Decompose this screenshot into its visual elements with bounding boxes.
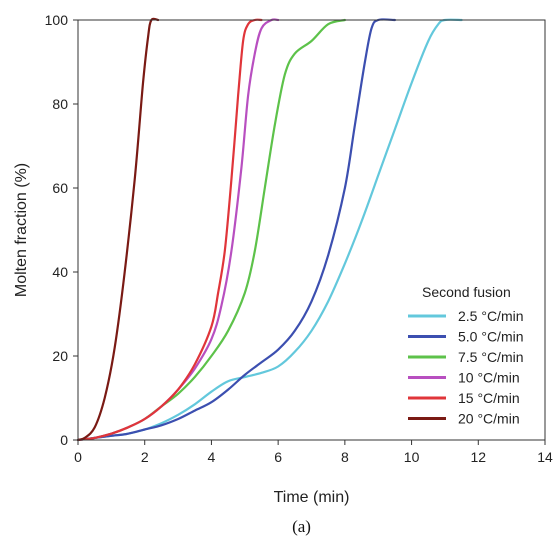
y-tick-label: 0 [60,432,68,448]
legend-label: 7.5 °C/min [458,349,524,365]
legend-label: 15 °C/min [458,390,520,406]
y-tick-label: 60 [52,180,68,196]
y-tick-label: 100 [45,12,69,28]
series-line-20-c-min [76,17,160,442]
y-tick-label: 80 [52,96,68,112]
legend-label: 2.5 °C/min [458,308,524,324]
legend: Second fusion 2.5 °C/min 5.0 °C/min 7.5 °C… [408,284,524,427]
x-tick-label: 6 [274,449,282,465]
legend-label: 5.0 °C/min [458,329,524,345]
series-line-2-5-c-min [76,18,463,442]
x-tick-label: 8 [341,449,349,465]
x-tick-label: 14 [537,449,553,465]
x-tick-label: 4 [208,449,216,465]
y-axis-title: Molten fraction (%) [13,163,30,297]
x-tick-label: 0 [74,449,82,465]
series-layer [76,17,463,442]
x-axis-title: Time (min) [274,489,350,506]
series-line-5-0-c-min [76,18,396,442]
series-line-7-5-c-min [76,18,346,442]
legend-title: Second fusion [422,284,511,300]
series-line-15-c-min [76,18,263,442]
y-axis-ticks: 0 20 40 60 80 100 [45,12,78,448]
legend-label: 10 °C/min [458,370,520,386]
legend-label: 20 °C/min [458,411,520,427]
y-tick-label: 20 [52,348,68,364]
x-axis-ticks: 0 2 4 6 8 10 12 14 [74,440,553,465]
x-tick-label: 12 [470,449,486,465]
plot-frame [77,19,546,441]
figure-caption: (a) [292,517,311,536]
y-tick-label: 40 [52,264,68,280]
x-tick-label: 2 [141,449,149,465]
x-tick-label: 10 [404,449,420,465]
